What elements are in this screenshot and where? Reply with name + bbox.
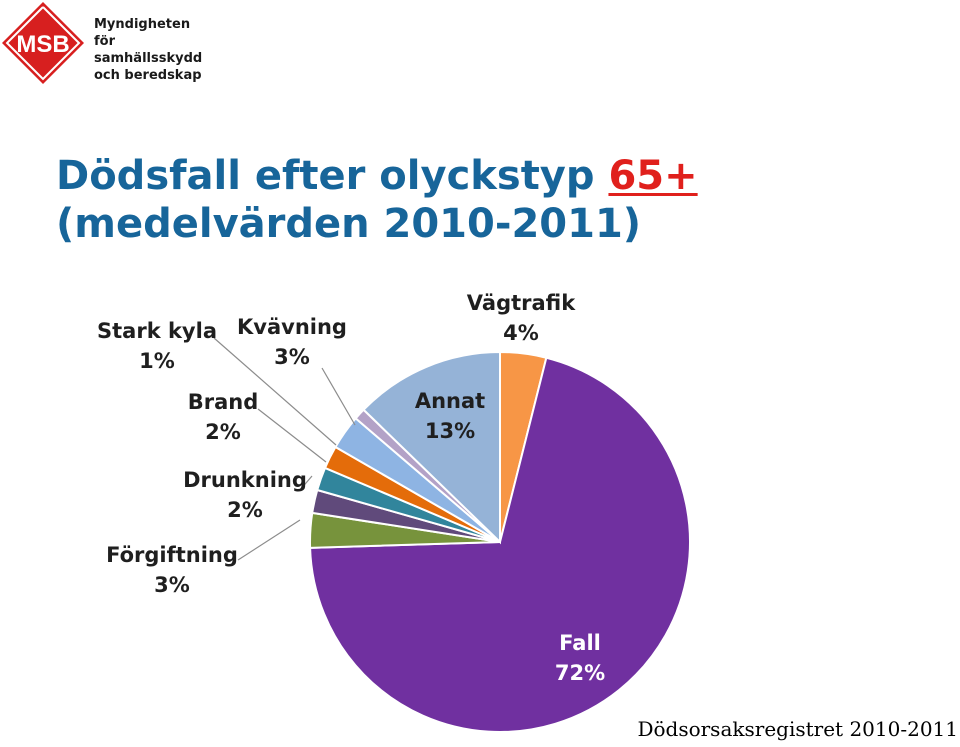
- msb-logo-letters: MSB: [16, 31, 69, 58]
- label-leader-lines: [213, 337, 356, 561]
- slice-label-annat: Annat: [415, 389, 485, 413]
- slice-value-annat: 13%: [425, 419, 475, 443]
- leader-line-stark-kyla: [213, 337, 337, 446]
- leader-line-forgiftning: [237, 519, 301, 561]
- slice-value-fall: 72%: [555, 661, 605, 685]
- slice-label-fall: Fall: [559, 631, 601, 655]
- slice-label-vagtrafik: Vägtrafik: [467, 291, 576, 315]
- logo-line-1: Myndigheten för: [94, 17, 191, 49]
- pie-slices: [309, 350, 691, 733]
- slice-label-kvavning: Kvävning: [237, 315, 347, 339]
- slice-label-forgiftning: Förgiftning: [106, 543, 238, 567]
- msb-logo: MSB Myndigheten för samhällsskydd och be…: [0, 0, 202, 90]
- logo-line-2: samhällsskydd: [94, 51, 203, 66]
- slice-value-kvavning: 3%: [274, 345, 310, 369]
- leader-line-drunkning: [299, 475, 313, 491]
- pie-slice-annat: [362, 350, 501, 545]
- slice-labels: Vägtrafik 4% Fall 72% Förgiftning 3% Drunkning…: [97, 291, 605, 685]
- slice-value-brand: 2%: [205, 420, 241, 444]
- slice-label-brand: Brand: [188, 390, 259, 414]
- slice-value-forgiftning: 3%: [154, 573, 190, 597]
- source-note: Dödsorsaksregistret 2010-2011: [637, 717, 958, 741]
- leader-line-brand: [257, 408, 327, 463]
- title-line-2: (medelvärden 2010-2011): [56, 201, 642, 247]
- title-line-1: Dödsfall efter olyckstyp 65+: [56, 152, 698, 200]
- msb-logo-mark: MSB: [2, 2, 84, 84]
- slice-value-drunkning: 2%: [227, 498, 263, 522]
- logo-wordmark: Myndigheten för samhällsskydd och bereds…: [94, 16, 202, 84]
- page-title: Dödsfall efter olyckstyp 65+ (medelvärde…: [56, 152, 698, 248]
- slice-label-drunkning: Drunkning: [183, 468, 307, 492]
- logo-line-3: och beredskap: [94, 68, 202, 83]
- pie-slice-fall: [309, 356, 691, 733]
- slice-label-stark-kyla: Stark kyla: [97, 319, 217, 343]
- slice-value-vagtrafik: 4%: [503, 321, 539, 345]
- title-age-highlight: 65+: [608, 153, 698, 199]
- title-prefix: Dödsfall efter olyckstyp: [56, 153, 595, 199]
- leader-line-kvavning: [321, 367, 356, 426]
- slice-value-stark-kyla: 1%: [139, 349, 175, 373]
